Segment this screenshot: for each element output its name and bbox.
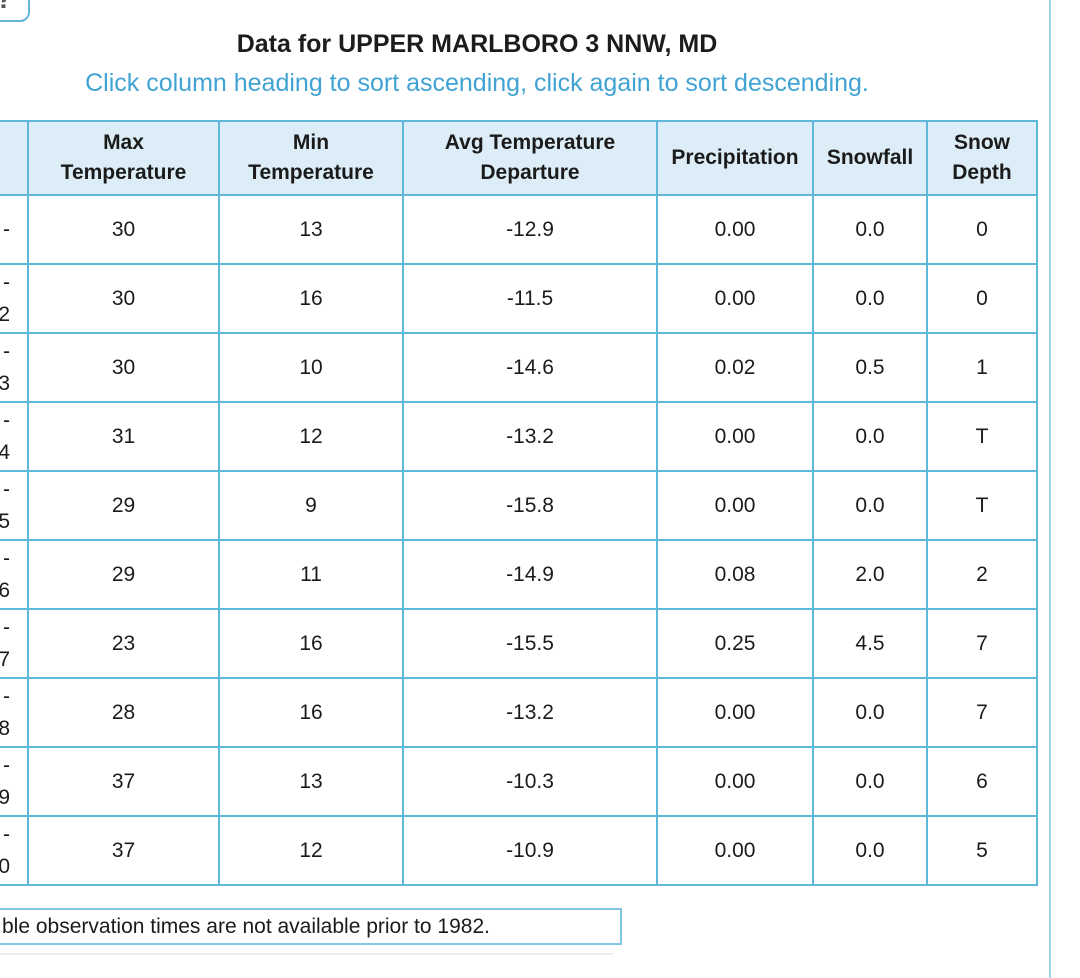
table-header: Max Temperature Min Temperature Avg Temp… (0, 120, 1038, 196)
help-button[interactable]: ? (0, 0, 30, 22)
table-row: -7 23 16 -15.5 0.25 4.5 7 (0, 608, 1038, 679)
cell-min-temperature: 10 (218, 332, 404, 403)
table-row: -2 30 16 -11.5 0.00 0.0 0 (0, 263, 1038, 334)
observation-times-footnote: ble observation times are not available … (0, 908, 622, 945)
cell-snow-depth: 7 (926, 677, 1038, 748)
cell-date: -8 (0, 677, 29, 748)
question-mark-icon: ? (0, 0, 13, 15)
cell-date: -2 (0, 263, 29, 334)
cell-precipitation: 0.08 (656, 539, 814, 610)
cell-snowfall: 0.0 (812, 194, 928, 265)
cell-avg-temperature-departure: -11.5 (402, 263, 658, 334)
cell-snowfall: 0.0 (812, 263, 928, 334)
cell-min-temperature: 9 (218, 470, 404, 541)
cell-avg-temperature-departure: -10.3 (402, 746, 658, 817)
sort-instructions: Click column heading to sort ascending, … (85, 69, 869, 97)
cell-max-temperature: 37 (27, 815, 220, 886)
column-header-snow-depth[interactable]: Snow Depth (926, 120, 1038, 196)
cell-avg-temperature-departure: -15.8 (402, 470, 658, 541)
cell-snow-depth: 7 (926, 608, 1038, 679)
cell-avg-temperature-departure: -15.5 (402, 608, 658, 679)
bottom-divider (0, 953, 613, 955)
cell-snowfall: 0.0 (812, 815, 928, 886)
cell-date: -9 (0, 746, 29, 817)
table-row: -6 29 11 -14.9 0.08 2.0 2 (0, 539, 1038, 610)
cell-max-temperature: 28 (27, 677, 220, 748)
table-body: - 30 13 -12.9 0.00 0.0 0 -2 30 16 -11.5 … (0, 194, 1038, 886)
cell-max-temperature: 30 (27, 263, 220, 334)
cell-min-temperature: 16 (218, 263, 404, 334)
cell-snowfall: 0.5 (812, 332, 928, 403)
table-row: -5 29 9 -15.8 0.00 0.0 T (0, 470, 1038, 541)
cell-snowfall: 0.0 (812, 677, 928, 748)
cell-snow-depth: 0 (926, 194, 1038, 265)
column-header-max-temperature[interactable]: Max Temperature (27, 120, 220, 196)
cell-snow-depth: 5 (926, 815, 1038, 886)
column-header-snowfall[interactable]: Snowfall (812, 120, 928, 196)
cell-snowfall: 0.0 (812, 470, 928, 541)
cell-snowfall: 4.5 (812, 608, 928, 679)
column-header-avg-temperature-departure[interactable]: Avg Temperature Departure (402, 120, 658, 196)
cell-date: - (0, 194, 29, 265)
cell-date: -7 (0, 608, 29, 679)
cell-avg-temperature-departure: -12.9 (402, 194, 658, 265)
cell-snowfall: 0.0 (812, 401, 928, 472)
cell-max-temperature: 37 (27, 746, 220, 817)
cell-snow-depth: 6 (926, 746, 1038, 817)
header-row: Max Temperature Min Temperature Avg Temp… (0, 120, 1038, 196)
table-row: -9 37 13 -10.3 0.00 0.0 6 (0, 746, 1038, 817)
cell-precipitation: 0.00 (656, 263, 814, 334)
cell-precipitation: 0.25 (656, 608, 814, 679)
cell-avg-temperature-departure: -13.2 (402, 677, 658, 748)
column-header-min-temperature[interactable]: Min Temperature (218, 120, 404, 196)
table-row: - 30 13 -12.9 0.00 0.0 0 (0, 194, 1038, 265)
column-header-date[interactable] (0, 120, 29, 196)
cell-precipitation: 0.00 (656, 746, 814, 817)
cell-min-temperature: 11 (218, 539, 404, 610)
cell-snow-depth: T (926, 470, 1038, 541)
cell-snow-depth: 2 (926, 539, 1038, 610)
cell-snow-depth: 1 (926, 332, 1038, 403)
cell-snowfall: 2.0 (812, 539, 928, 610)
cell-min-temperature: 16 (218, 608, 404, 679)
cell-date: -0 (0, 815, 29, 886)
cell-precipitation: 0.00 (656, 401, 814, 472)
cell-avg-temperature-departure: -10.9 (402, 815, 658, 886)
footnote-text: ble observation times are not available … (2, 914, 490, 938)
cell-avg-temperature-departure: -13.2 (402, 401, 658, 472)
table-row: -3 30 10 -14.6 0.02 0.5 1 (0, 332, 1038, 403)
cell-precipitation: 0.02 (656, 332, 814, 403)
column-header-precipitation[interactable]: Precipitation (656, 120, 814, 196)
cell-date: -5 (0, 470, 29, 541)
cell-snow-depth: T (926, 401, 1038, 472)
table-row: -4 31 12 -13.2 0.00 0.0 T (0, 401, 1038, 472)
cell-max-temperature: 23 (27, 608, 220, 679)
cell-min-temperature: 12 (218, 815, 404, 886)
cell-min-temperature: 12 (218, 401, 404, 472)
cell-precipitation: 0.00 (656, 470, 814, 541)
table-row: -0 37 12 -10.9 0.00 0.0 5 (0, 815, 1038, 886)
cell-snowfall: 0.0 (812, 746, 928, 817)
cell-snow-depth: 0 (926, 263, 1038, 334)
cell-min-temperature: 13 (218, 746, 404, 817)
cell-precipitation: 0.00 (656, 677, 814, 748)
cell-avg-temperature-departure: -14.6 (402, 332, 658, 403)
cell-precipitation: 0.00 (656, 815, 814, 886)
cell-date: -4 (0, 401, 29, 472)
cell-max-temperature: 30 (27, 194, 220, 265)
table-row: -8 28 16 -13.2 0.00 0.0 7 (0, 677, 1038, 748)
panel-right-border (1049, 0, 1051, 978)
page-title: Data for UPPER MARLBORO 3 NNW, MD (236, 30, 718, 58)
cell-avg-temperature-departure: -14.9 (402, 539, 658, 610)
cell-date: -6 (0, 539, 29, 610)
cell-max-temperature: 29 (27, 470, 220, 541)
cell-max-temperature: 31 (27, 401, 220, 472)
cell-max-temperature: 30 (27, 332, 220, 403)
cell-min-temperature: 13 (218, 194, 404, 265)
climate-data-table: Max Temperature Min Temperature Avg Temp… (0, 120, 1038, 886)
cell-precipitation: 0.00 (656, 194, 814, 265)
cell-min-temperature: 16 (218, 677, 404, 748)
cell-max-temperature: 29 (27, 539, 220, 610)
cell-date: -3 (0, 332, 29, 403)
